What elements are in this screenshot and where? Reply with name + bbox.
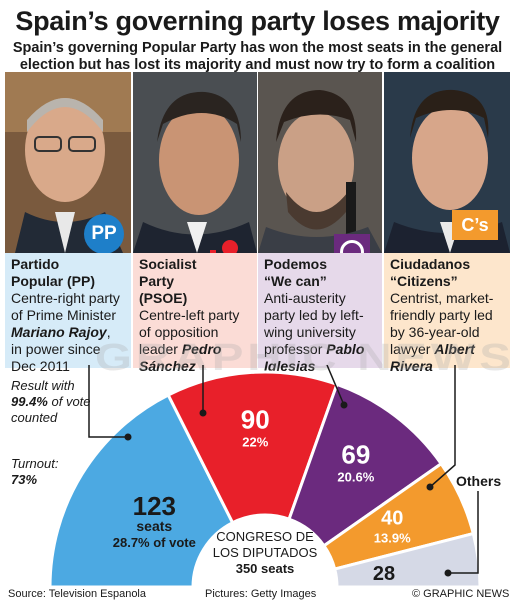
- vote-share-label: 28.7% of vote: [113, 535, 196, 550]
- photo-iglesias: [258, 72, 382, 253]
- photo-sanchez: [133, 72, 257, 253]
- seat-count-label: 40: [381, 508, 403, 530]
- party-box-pp: Partido Popular (PP) Centre-right party o…: [5, 253, 131, 374]
- leader-line-dot: [340, 401, 348, 409]
- footer-credit: © GRAPHIC NEWS: [412, 588, 510, 600]
- seats-word-label: seats: [136, 518, 172, 534]
- party-name-podemos: Podemos “We can”: [264, 256, 376, 290]
- turnout-note: Turnout: 73%: [11, 456, 91, 488]
- party-desc-text: Centre-left party of opposition leader: [139, 307, 240, 357]
- result-note: Result with 99.4% of vote counted: [11, 378, 91, 426]
- party-desc-pp: Centre-right party of Prime Minister Mar…: [11, 290, 125, 375]
- party-name-line: Popular (PP): [11, 273, 96, 289]
- party-box-cs: Ciudadanos “Citizens” Centrist, market-fr…: [384, 253, 510, 374]
- seat-segment-others: [332, 531, 482, 587]
- party-box-podemos: Podemos “We can” Anti-austerity party led…: [258, 253, 382, 374]
- seat-count-label: 123: [133, 491, 176, 521]
- party-name-line: Podemos: [264, 256, 328, 272]
- page-subtitle: Spain’s governing Popular Party has won …: [12, 40, 503, 73]
- footer-source: Source: Television Espanola: [8, 588, 146, 600]
- leader-line: [88, 365, 128, 438]
- pp-logo-text: PP: [91, 223, 117, 244]
- turnout-value: 73%: [11, 472, 38, 487]
- vote-share-label: 20.6%: [337, 470, 374, 485]
- others-pointer-dot: [444, 569, 452, 577]
- others-label: Others: [456, 473, 501, 489]
- cs-logo: C’s: [452, 210, 498, 240]
- leader-line-dot: [199, 409, 207, 417]
- pp-logo: PP: [84, 214, 124, 254]
- watermark: GRAPHIC NEWS: [95, 337, 515, 379]
- party-desc-cs: Centrist, market-friendly party led by 3…: [390, 290, 504, 375]
- party-desc-text: Anti-austerity party led by left-wing un…: [264, 290, 364, 357]
- seat-count-label: 28: [373, 563, 395, 585]
- leader-line-dot: [124, 433, 132, 441]
- congress-label-line: CONGRESO DE: [216, 529, 314, 544]
- party-name-psoe: Socialist Party (PSOE): [139, 256, 251, 307]
- vote-share-label: 22%: [242, 434, 268, 449]
- party-leader: Pedro Sánchez: [139, 341, 222, 374]
- footer-pictures: Pictures: Getty Images: [205, 588, 317, 600]
- leader-line-dot: [426, 483, 434, 491]
- seat-segment-psoe: [166, 370, 339, 525]
- party-name-line: Party: [139, 273, 175, 289]
- party-name-line: “Citizens”: [390, 273, 458, 289]
- party-leader: Albert Rivera: [390, 341, 475, 374]
- party-desc-podemos: Anti-austerity party led by left-wing un…: [264, 290, 376, 375]
- party-desc-text: Centre-right party of Prime Minister: [11, 290, 120, 323]
- party-name-cs: Ciudadanos “Citizens”: [390, 256, 504, 290]
- party-desc-psoe: Centre-left party of opposition leader P…: [139, 307, 251, 375]
- seat-count-label: 90: [241, 404, 270, 434]
- congress-label-line: 350 seats: [236, 561, 295, 576]
- party-desc-text: , in power since Dec 2011: [11, 324, 111, 374]
- seat-segment-pp: [48, 392, 235, 587]
- party-name-line: Ciudadanos: [390, 256, 471, 272]
- party-name-line: (PSOE): [139, 290, 188, 306]
- party-name-line: “We can”: [264, 273, 327, 289]
- cs-logo-text: C’s: [461, 214, 489, 235]
- turnout-label: Turnout:: [11, 456, 59, 471]
- party-desc-text: Centrist, market-friendly party led by 3…: [390, 290, 494, 357]
- leader-line: [326, 365, 345, 406]
- vote-share-label: 13.9%: [374, 531, 411, 546]
- result-note-pct: 99.4%: [11, 394, 48, 409]
- party-leader: Pablo Iglesias: [264, 341, 365, 374]
- result-note-pre: Result with: [11, 378, 75, 393]
- party-name-line: Socialist: [139, 256, 197, 272]
- party-name-line: Partido: [11, 256, 60, 272]
- party-name-pp: Partido Popular (PP): [11, 256, 125, 290]
- seat-count-label: 69: [341, 440, 370, 470]
- others-pointer-line: [448, 491, 479, 574]
- page-title: Spain’s governing party loses majority: [15, 6, 500, 36]
- result-note-post: of vote counted: [11, 394, 91, 425]
- party-leader: Mariano Rajoy: [11, 324, 107, 340]
- congress-label-line: LOS DIPUTADOS: [213, 545, 318, 560]
- leader-line: [429, 365, 456, 488]
- party-box-psoe: Socialist Party (PSOE) Centre-left party o…: [133, 253, 257, 374]
